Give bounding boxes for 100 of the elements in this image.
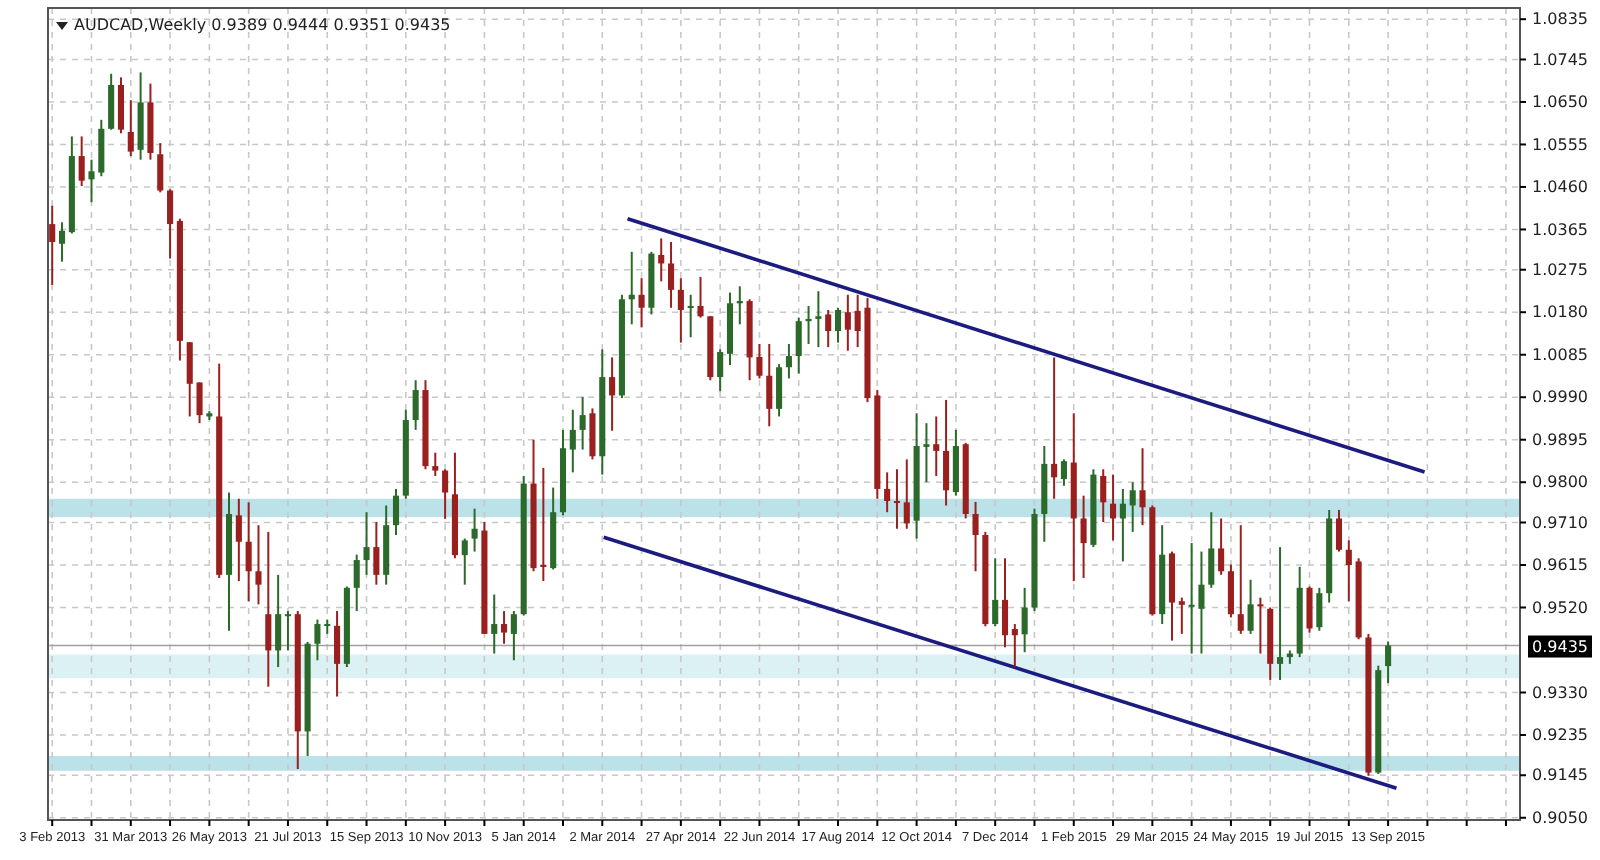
candlestick	[677, 277, 684, 344]
candlestick	[972, 500, 979, 573]
candlestick	[992, 557, 999, 628]
candlestick	[844, 293, 851, 352]
candlestick	[1139, 447, 1146, 527]
y-tick-label: 0.9330	[1532, 683, 1588, 702]
candlestick	[137, 71, 144, 161]
y-tick-label: 0.9710	[1532, 513, 1588, 532]
candlestick	[1227, 563, 1234, 619]
candlestick	[49, 204, 56, 286]
candlestick	[903, 458, 910, 530]
y-tick-label: 0.9615	[1532, 556, 1588, 575]
candlestick	[756, 342, 763, 380]
y-tick-label: 1.0275	[1532, 260, 1588, 279]
candlestick	[255, 524, 262, 606]
candlestick	[609, 356, 616, 432]
candlestick	[1345, 539, 1352, 603]
candlestick	[785, 342, 792, 380]
candlestick	[638, 277, 645, 329]
y-tick-label: 1.0835	[1532, 10, 1588, 29]
candlestick	[461, 537, 468, 586]
candlestick	[1208, 511, 1215, 589]
candlestick	[834, 306, 842, 344]
y-tick-label: 0.9800	[1532, 473, 1588, 492]
candlestick	[58, 221, 66, 263]
ref-line-label: 0.9435	[1532, 637, 1588, 656]
candlestick	[117, 76, 125, 135]
candlestick	[1060, 458, 1067, 487]
y-tick-label: 1.0745	[1532, 50, 1588, 69]
candlestick	[353, 553, 360, 613]
candlestick	[589, 407, 596, 461]
candlestick	[334, 610, 341, 698]
candlestick	[157, 142, 164, 194]
candlestick	[825, 308, 832, 349]
candlestick	[245, 501, 252, 603]
candlestick	[501, 610, 508, 645]
y-tick-label: 1.0085	[1532, 345, 1588, 364]
candlestick	[284, 610, 291, 652]
candlestick	[1247, 578, 1254, 635]
candlestick	[510, 610, 517, 662]
candlestick	[1335, 508, 1343, 553]
candlestick	[363, 511, 370, 576]
candlestick	[491, 593, 498, 655]
candlestick	[569, 408, 576, 474]
candlestick	[1119, 487, 1126, 563]
candlestick	[1306, 585, 1313, 634]
candlestick	[127, 99, 134, 158]
candlestick	[167, 188, 174, 260]
candlestick	[766, 342, 773, 428]
y-tick-label: 0.9235	[1532, 726, 1588, 745]
candlestick	[667, 240, 675, 309]
candlestick	[412, 379, 419, 431]
candlestick	[1178, 596, 1185, 635]
y-tick-label: 0.9895	[1532, 430, 1588, 449]
candlestick	[658, 237, 665, 283]
y-tick-label: 1.0555	[1532, 135, 1588, 154]
candlestick	[78, 135, 85, 188]
candlestick	[108, 72, 115, 131]
candlestick	[1237, 524, 1244, 635]
candlestick	[442, 468, 449, 520]
candlestick	[776, 363, 783, 418]
candlestick	[314, 618, 321, 662]
y-tick-label: 0.9990	[1532, 388, 1588, 407]
candlestick	[1385, 640, 1392, 685]
candlestick	[1110, 473, 1117, 542]
candlestick	[1051, 356, 1058, 500]
candlestick	[952, 428, 959, 497]
candlestick	[687, 293, 694, 339]
text: AUDCAD,Weekly 0.9389 0.9444 0.9351 0.9435	[74, 16, 451, 34]
y-tick-label: 0.9050	[1532, 808, 1588, 827]
y-tick-label: 1.0180	[1532, 303, 1588, 322]
candlestick	[795, 316, 802, 375]
candlestick	[1277, 546, 1284, 681]
candlestick	[943, 398, 950, 507]
candlestick	[373, 521, 380, 586]
candlestick	[196, 381, 203, 425]
candlestick	[1011, 623, 1018, 668]
candlestick	[933, 415, 940, 477]
candlestick	[1021, 586, 1028, 654]
candlestick	[392, 487, 400, 537]
candlestick	[1218, 517, 1225, 576]
candlestick	[884, 471, 891, 514]
candlestick	[1080, 494, 1087, 579]
candlestick	[275, 573, 282, 668]
candlestick	[815, 290, 822, 349]
y-tick-label: 0.9520	[1532, 598, 1588, 617]
candlestick	[186, 341, 193, 418]
candlestick	[893, 468, 901, 530]
candlestick	[579, 395, 586, 451]
y-tick-label: 0.9145	[1532, 766, 1588, 785]
candlestick	[1257, 596, 1264, 655]
candlestick	[697, 275, 704, 319]
y-tick-label: 1.0365	[1532, 220, 1588, 239]
candlestick	[1316, 586, 1323, 632]
candlestick	[432, 451, 439, 477]
candlestick	[265, 530, 272, 688]
candlestick	[1129, 481, 1136, 533]
candlestick	[1100, 468, 1107, 524]
candlestick	[471, 507, 478, 553]
candlestick	[717, 348, 724, 393]
